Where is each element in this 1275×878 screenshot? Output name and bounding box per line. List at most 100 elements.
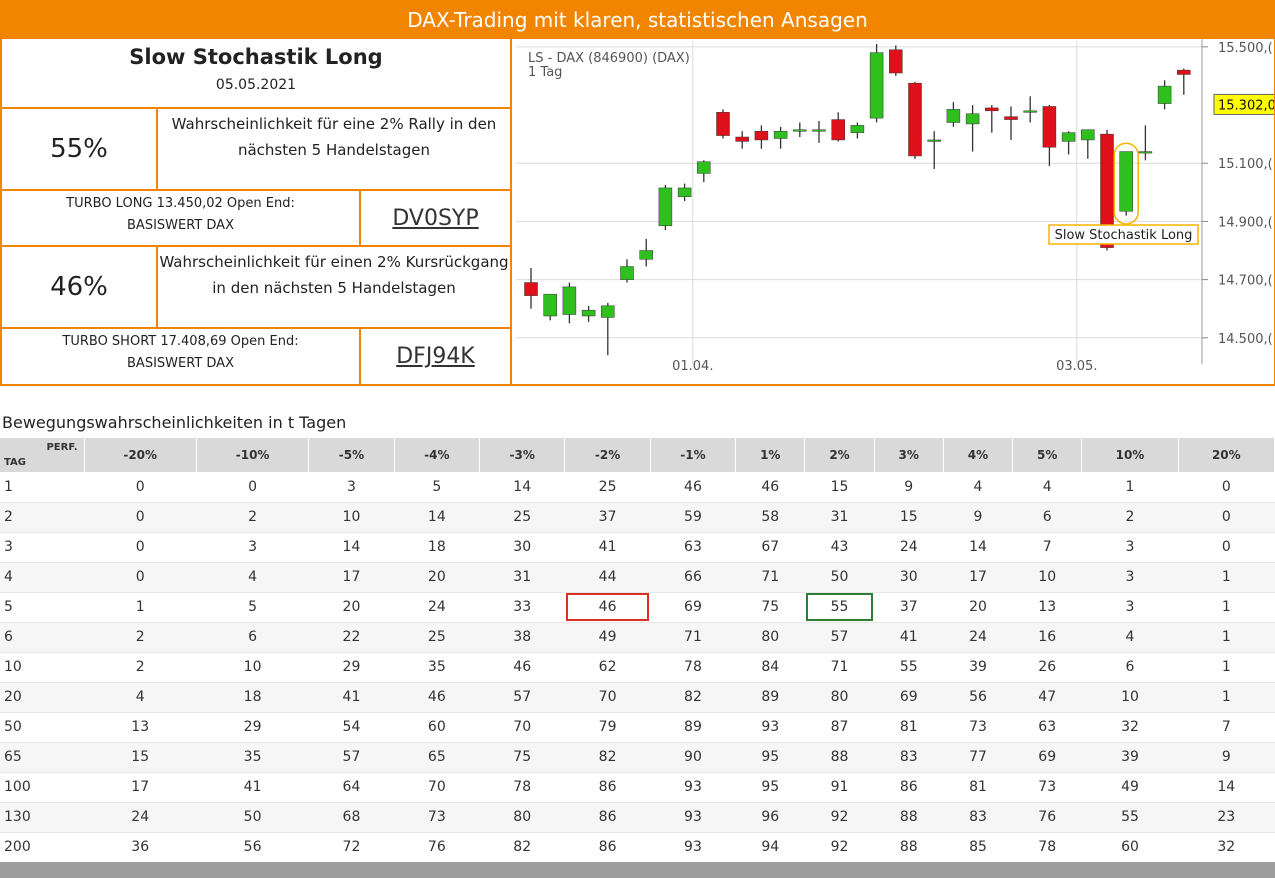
table-cell: 66 <box>650 562 736 593</box>
table-cell: 55 <box>1081 802 1179 833</box>
table-cell: 20 <box>308 592 395 623</box>
table-cell: 0 <box>1178 502 1275 533</box>
table-cell: 4 <box>84 682 197 713</box>
divider <box>359 329 361 384</box>
signal-highlight-outline <box>1113 142 1139 225</box>
table-row: 200 36 56 72 76 82 86 93 94 92 88 85 78 60 32 <box>0 832 1275 863</box>
horizontal-scrollbar[interactable] <box>0 862 1275 878</box>
table-cell: 86 <box>874 772 944 803</box>
x-tick-label: 01.04. <box>672 359 713 374</box>
table-cell: 44 <box>564 562 651 593</box>
table-cell: 18 <box>394 532 480 563</box>
turbo-long-description: TURBO LONG 13.450,02 Open End: BASISWERT… <box>2 191 359 245</box>
table-cell: 56 <box>943 682 1013 713</box>
table-cell: 92 <box>804 802 875 833</box>
table-row: 6 2 6 22 25 38 49 71 80 57 41 24 16 4 1 <box>0 622 1275 653</box>
table-cell: 41 <box>874 622 944 653</box>
table-cell: 83 <box>874 742 944 773</box>
table-cell: 80 <box>804 682 875 713</box>
table-cell: 6 <box>196 622 309 653</box>
table-cell: 39 <box>1081 742 1179 773</box>
table-cell: 0 <box>1178 472 1275 503</box>
current-price-label: 15.302,00 <box>1218 98 1274 113</box>
turbo-short-line2: BASISWERT DAX <box>127 356 234 371</box>
corner-tag-label: TAG <box>4 457 26 468</box>
short-text-line2: in den nächsten 5 Handelstagen <box>212 279 456 297</box>
table-cell: 71 <box>650 622 736 653</box>
table-cell: 17 <box>308 562 395 593</box>
signal-title-cell: Slow Stochastik Long 05.05.2021 <box>2 39 510 109</box>
signal-panel: Slow Stochastik Long 05.05.2021 55% Wahr… <box>0 39 1275 386</box>
table-cell: 83 <box>943 802 1013 833</box>
table-cell: 14 <box>394 502 480 533</box>
table-cell: 7 <box>1178 712 1275 743</box>
table-cell: 1 <box>1178 622 1275 653</box>
table-cell: 17 <box>943 562 1013 593</box>
table-cell: 1 <box>1178 592 1275 623</box>
table-cell: 2 <box>84 622 197 653</box>
x-tick-label: 03.05. <box>1056 359 1097 374</box>
annotation-box <box>1048 224 1199 245</box>
table-cell: 0 <box>84 472 197 503</box>
column-header: -1% <box>650 438 737 472</box>
table-cell: 4 <box>196 562 309 593</box>
candle-body <box>639 250 653 260</box>
turbo-short-code-link[interactable]: DFJ94K <box>396 344 475 369</box>
table-cell: 10 <box>196 652 309 683</box>
table-row: 50 13 29 54 60 70 79 89 93 87 81 73 63 32 7 <box>0 712 1275 743</box>
table-cell: 70 <box>394 772 480 803</box>
column-header: 2% <box>804 438 875 472</box>
table-cell: 9 <box>874 472 944 503</box>
table-cell: 80 <box>479 802 565 833</box>
table-cell: 14 <box>308 532 395 563</box>
table-cell: 85 <box>943 832 1013 863</box>
table-cell: 33 <box>479 592 565 623</box>
column-header: 1% <box>735 438 806 472</box>
table-cell: 68 <box>308 802 395 833</box>
candle-body <box>1177 69 1191 75</box>
table-cell: 6 <box>1012 502 1082 533</box>
table-cell: 1 <box>1178 652 1275 683</box>
turbo-short-row: TURBO SHORT 17.408,69 Open End: BASISWER… <box>2 329 510 384</box>
candle-body <box>735 136 749 142</box>
long-probability-text: Wahrscheinlichkeit für eine 2% Rally in … <box>158 109 510 163</box>
table-cell: 76 <box>1012 802 1082 833</box>
table-cell: 46 <box>394 682 480 713</box>
row-tag-cell: 3 <box>0 532 84 563</box>
table-cell: 86 <box>564 832 651 863</box>
table-cell: 88 <box>874 802 944 833</box>
candle-body <box>908 82 922 157</box>
table-cell: 10 <box>1012 562 1082 593</box>
candle-body <box>1119 151 1133 212</box>
header-title: DAX-Trading mit klaren, statistischen An… <box>407 7 868 32</box>
column-header: 5% <box>1012 438 1083 472</box>
table-cell: 1 <box>1081 472 1179 503</box>
candle-body <box>620 266 634 280</box>
table-cell: 63 <box>1012 712 1082 743</box>
row-tag-cell: 130 <box>0 802 84 833</box>
table-header-row: PERF. TAG -20% -10% -5% -4% -3% -2% -1% 1% 2% 3% 4… <box>0 438 1275 472</box>
turbo-long-code-link[interactable]: DV0SYP <box>392 205 479 231</box>
table-cell: 31 <box>479 562 565 593</box>
column-header: 4% <box>943 438 1014 472</box>
table-cell: 63 <box>650 532 736 563</box>
table-cell: 10 <box>308 502 395 533</box>
table-cell: 9 <box>1178 742 1275 773</box>
row-tag-cell: 1 <box>0 472 84 503</box>
divider <box>156 247 158 327</box>
table-cell: 22 <box>308 622 395 653</box>
table-cell: 30 <box>479 532 565 563</box>
table-cell: 3 <box>1081 532 1179 563</box>
probability-table: PERF. TAG -20% -10% -5% -4% -3% -2% -1% 1% 2% 3% 4… <box>0 438 1275 863</box>
column-header: -10% <box>196 438 310 472</box>
table-cell: 13 <box>84 712 197 743</box>
divider <box>156 109 158 189</box>
table-cell: 0 <box>84 502 197 533</box>
candle-body <box>562 286 577 315</box>
table-cell: 3 <box>308 472 395 503</box>
table-cell: 89 <box>735 682 805 713</box>
table-cell: 54 <box>308 712 395 743</box>
candle-body <box>697 161 711 174</box>
table-cell: 1 <box>1178 562 1275 593</box>
table-cell: 1 <box>1178 682 1275 713</box>
